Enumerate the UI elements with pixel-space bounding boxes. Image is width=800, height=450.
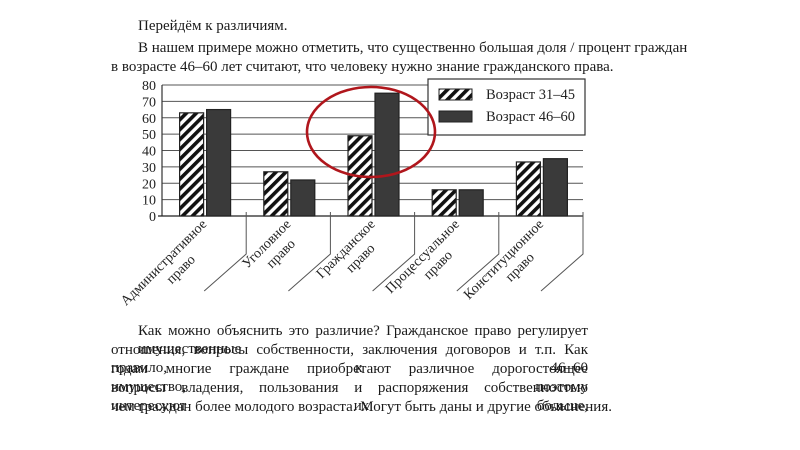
bar-age-46-60 <box>374 92 400 217</box>
bar-age-31-45 <box>515 161 542 217</box>
bar-age-31-45 <box>263 171 289 217</box>
y-tick-label: 40 <box>142 145 156 160</box>
conclusion-line-2: отношения, вопросы собственности, заключ… <box>111 342 588 376</box>
conclusion-line-5: чем граждан более молодого возраста. Мог… <box>111 399 612 415</box>
bar-age-46-60 <box>542 158 569 217</box>
legend-label: Возраст 31–45 <box>486 87 575 103</box>
conclusion-line-1: Как можно объяснить это различие? Гражда… <box>138 323 588 357</box>
conclusion-line-4: вопросы владения, пользования и распоряж… <box>111 380 588 414</box>
category-separator <box>288 212 331 292</box>
intro-heading: Перейдём к различиям. <box>138 18 288 34</box>
intro-line-1: В нашем примере можно отметить, что суще… <box>138 40 688 56</box>
y-tick-label: 70 <box>142 95 156 110</box>
bar-age-46-60 <box>290 179 316 217</box>
y-tick-label: 0 <box>149 210 156 225</box>
bar-age-31-45 <box>431 189 457 217</box>
y-tick-label: 60 <box>142 112 156 127</box>
intro-line-2: в возрасте 46–60 лет считают, что челове… <box>111 59 614 75</box>
y-tick-label: 20 <box>142 177 156 192</box>
bars <box>179 92 569 217</box>
category-separator <box>203 212 247 292</box>
legend-swatch <box>438 110 473 123</box>
legend-box <box>427 78 586 136</box>
bar-age-46-60 <box>458 189 484 217</box>
legend-swatch <box>438 88 473 101</box>
y-tick-label: 50 <box>142 128 156 143</box>
y-tick-label: 30 <box>142 161 156 176</box>
bar-age-31-45 <box>179 112 205 217</box>
highlight-ellipse <box>305 85 437 179</box>
category-separator <box>540 212 584 292</box>
bar-age-46-60 <box>206 108 232 217</box>
legend-label: Возраст 46–60 <box>486 109 575 125</box>
y-tick-label: 80 <box>142 79 156 94</box>
legend: Возраст 31–45 Возраст 46–60 <box>427 78 586 136</box>
category-separator <box>372 212 416 292</box>
conclusion-line-3: годам многие граждане приобретают различ… <box>111 361 588 395</box>
category-separator <box>456 212 500 292</box>
y-tick-label: 10 <box>142 194 156 209</box>
